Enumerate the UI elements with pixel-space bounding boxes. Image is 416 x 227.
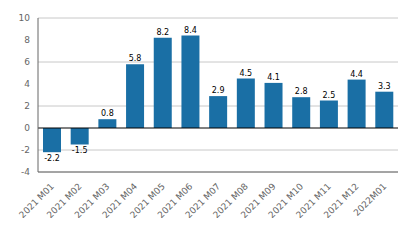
svg-text:0: 0 xyxy=(24,123,30,133)
svg-text:0.8: 0.8 xyxy=(101,109,114,118)
svg-text:2: 2 xyxy=(24,101,30,111)
svg-text:2.5: 2.5 xyxy=(323,91,336,100)
svg-text:-1.5: -1.5 xyxy=(72,146,88,155)
svg-text:2022M01: 2022M01 xyxy=(352,181,389,218)
svg-text:8.2: 8.2 xyxy=(156,28,169,37)
svg-text:6: 6 xyxy=(24,57,30,67)
svg-text:4.4: 4.4 xyxy=(350,70,363,79)
svg-text:4.1: 4.1 xyxy=(267,73,280,82)
svg-text:-2: -2 xyxy=(21,145,30,155)
svg-text:10: 10 xyxy=(19,13,31,23)
svg-text:5.8: 5.8 xyxy=(129,54,142,63)
svg-text:8: 8 xyxy=(24,35,30,45)
svg-text:-2.2: -2.2 xyxy=(44,154,60,163)
svg-text:4: 4 xyxy=(24,79,30,89)
svg-text:8.4: 8.4 xyxy=(184,26,197,35)
svg-text:2.9: 2.9 xyxy=(212,86,225,95)
svg-text:4.5: 4.5 xyxy=(239,69,252,78)
svg-text:2.8: 2.8 xyxy=(295,87,308,96)
svg-text:-4: -4 xyxy=(21,167,30,177)
svg-text:3.3: 3.3 xyxy=(378,82,391,91)
